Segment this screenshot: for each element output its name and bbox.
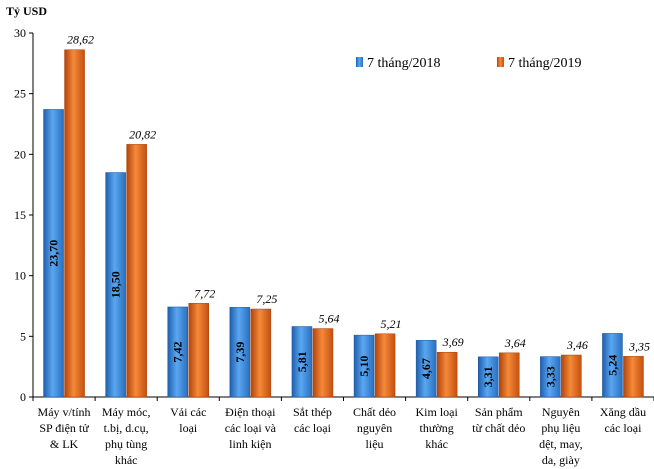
value-label-2019: 3,46: [566, 338, 588, 352]
category-label: từ chất dẻo: [472, 421, 525, 435]
category-label: nguyên: [357, 421, 392, 435]
category-labels: Máy v/tính SP điện tử & LK Máy móc, t.bị, d.…: [38, 405, 647, 467]
legend-swatch: [356, 57, 363, 67]
value-label-2018: 23,70: [47, 240, 61, 267]
legend-label: 7 tháng/2018: [367, 56, 441, 71]
value-label-2019: 3,35: [628, 339, 650, 353]
category-label: Điện thoại: [225, 405, 276, 419]
bar-2019: [499, 352, 520, 398]
bar-2018: [291, 326, 313, 398]
y-tick-label: 5: [20, 329, 26, 343]
category-label: SP điện tử: [39, 421, 89, 435]
category-label: thường: [420, 421, 454, 435]
category-label: Máy v/tính: [38, 405, 91, 419]
value-label-2019: 3,69: [442, 335, 464, 349]
bar-2019: [188, 303, 209, 398]
category-label: Xăng dầu: [600, 405, 646, 419]
value-labels: 23,70 28,62 18,50 20,82 7,42 7,72 7,39 7,25 5,81…: [47, 33, 650, 388]
y-tick-label: 20: [14, 147, 26, 161]
bar-2018: [229, 307, 251, 398]
value-label-2018: 7,42: [171, 341, 185, 362]
category-label: da, giày: [542, 453, 580, 467]
value-label-2019: 28,62: [67, 33, 94, 47]
value-label-2018: 5,10: [357, 356, 371, 377]
bar-2018: [478, 356, 499, 398]
bar-2018: [105, 172, 126, 398]
category-label: phụ liệu: [541, 421, 580, 435]
value-label-2018: 3,31: [481, 366, 495, 387]
value-label-2019: 20,82: [129, 127, 156, 141]
y-tick-label: 30: [14, 26, 26, 40]
bar-2018: [540, 356, 561, 398]
category-label: Vải các: [170, 405, 206, 419]
category-label: phụ tùng: [105, 437, 147, 451]
bar-2019: [374, 333, 396, 398]
y-tick-label: 0: [20, 390, 26, 404]
value-label-2019: 5,64: [318, 312, 339, 326]
bar-2019: [436, 351, 458, 398]
category-label: các loại và: [225, 421, 277, 435]
category-label: Chất dẻo: [353, 405, 396, 419]
category-label: linh kiện: [229, 437, 271, 451]
category-label: t.bị, d.cụ,: [104, 421, 149, 435]
category-label: khác: [115, 453, 138, 467]
y-tick-label: 10: [14, 269, 26, 283]
category-label: liệu: [366, 437, 384, 451]
legend: 7 tháng/2018 7 tháng/2019: [356, 56, 582, 71]
value-label-2018: 4,67: [419, 358, 433, 379]
bar-2019: [312, 328, 334, 398]
y-tick-label: 25: [14, 87, 26, 101]
category-label: các loại: [604, 421, 642, 435]
bar-2019: [561, 354, 582, 398]
category-label: dệt, may,: [539, 437, 583, 451]
value-label-2019: 5,21: [381, 317, 402, 331]
value-label-2018: 5,24: [605, 355, 619, 376]
bar-2019: [64, 49, 85, 398]
category-label: Sắt thép: [293, 405, 332, 419]
y-axis: 0 5 10 15 20 25 30: [14, 26, 34, 404]
y-tick-label: 15: [14, 208, 26, 222]
category-label: Kim loại: [415, 405, 458, 419]
bar-2018: [167, 306, 188, 398]
value-label-2019: 3,64: [504, 336, 526, 350]
x-axis: [32, 396, 654, 401]
bar-2019: [623, 356, 644, 398]
value-label-2019: 7,25: [256, 292, 277, 306]
category-label: Nguyên: [542, 405, 580, 419]
bar-2018: [602, 333, 623, 398]
legend-swatch: [497, 57, 504, 67]
bar-2018: [43, 109, 64, 398]
bar-2019: [126, 144, 147, 398]
category-label: loại: [179, 421, 198, 435]
bar-2019: [250, 308, 272, 398]
value-label-2018: 5,81: [295, 351, 309, 372]
bar-2018: [353, 334, 375, 398]
unit-label: Tỷ USD: [6, 4, 47, 18]
value-label-2018: 3,33: [543, 366, 557, 387]
bar-2018: [415, 340, 437, 398]
category-label: khác: [425, 437, 448, 451]
value-label-2018: 18,50: [109, 271, 123, 298]
bars: [43, 49, 644, 398]
category-label: Sản phẩm: [475, 405, 523, 419]
legend-label: 7 tháng/2019: [508, 56, 582, 71]
value-label-2019: 7,72: [194, 286, 215, 300]
category-label: & LK: [50, 437, 79, 451]
value-label-2018: 7,39: [233, 342, 247, 363]
category-label: Máy móc,: [102, 405, 151, 419]
category-label: các loại: [294, 421, 332, 435]
